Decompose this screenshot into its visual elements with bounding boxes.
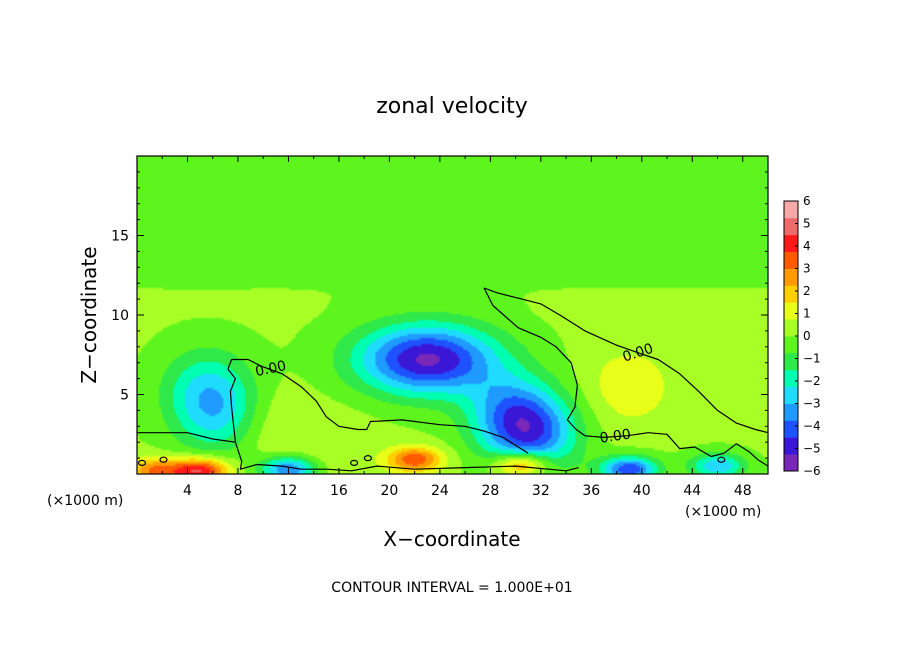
y-tick-label: 5 <box>120 388 129 404</box>
zero-contour-2 <box>227 358 529 454</box>
contour-island <box>717 456 726 463</box>
colorbar-tick-label: 1 <box>803 307 811 321</box>
colorbar-swatch <box>784 217 798 236</box>
x-tick-label: 48 <box>734 483 752 499</box>
colorbar-swatch <box>784 454 798 472</box>
colorbar-swatch <box>784 386 798 404</box>
colorbar-swatch <box>784 336 798 354</box>
x-tick-label: 12 <box>280 483 298 499</box>
colorbar-swatch <box>784 302 798 320</box>
x-unit-right: (×1000 m) <box>685 504 761 520</box>
contour-island <box>363 455 372 462</box>
colorbar-tick-label: −4 <box>803 419 821 433</box>
colorbar-tick-label: −3 <box>803 397 821 411</box>
x-tick-label: 40 <box>633 483 651 499</box>
y-tick-label: 15 <box>111 229 129 245</box>
y-axis-ticks: 5 10 15 <box>111 171 768 459</box>
colorbar-swatch <box>784 403 798 421</box>
colorbar-tick-label: 0 <box>803 329 811 343</box>
zero-contours <box>137 287 769 472</box>
colorbar-swatch <box>784 420 798 438</box>
chart-title: zonal velocity <box>376 94 528 119</box>
x-tick-label: 44 <box>683 483 701 499</box>
x-tick-label: 4 <box>183 483 192 499</box>
colorbar-swatch <box>784 352 798 371</box>
x-tick-label: 16 <box>330 483 348 499</box>
x-tick-label: 28 <box>481 483 499 499</box>
colorbar-swatch <box>784 201 798 219</box>
zero-contour-3 <box>483 287 769 434</box>
y-tick-label: 10 <box>111 308 129 324</box>
x-axis-label: X−coordinate <box>383 527 520 551</box>
x-tick-label: 24 <box>431 483 449 499</box>
colorbar-swatch <box>784 319 798 337</box>
contour-island <box>137 459 147 466</box>
contour-label: 0.00 <box>599 427 632 447</box>
x-unit-left: (×1000 m) <box>47 493 123 509</box>
velocity-field <box>137 156 768 474</box>
x-tick-label: 8 <box>233 483 242 499</box>
colorbar: 6 5 4 3 2 1 0 −1 −2 −3 −4 −5 −6 <box>783 194 821 478</box>
zero-contour-1 <box>137 432 579 472</box>
contour-interval-note: CONTOUR INTERVAL = 1.000E+01 <box>331 580 572 596</box>
colorbar-tick-label: −6 <box>803 464 821 478</box>
contour-island <box>350 459 359 466</box>
colorbar-swatch <box>784 251 798 269</box>
x-tick-label: 36 <box>582 483 600 499</box>
x-tick-label: 20 <box>380 483 398 499</box>
contour-label: 0.00 <box>254 358 288 380</box>
plot-area: 0.000.000.00 <box>136 155 769 475</box>
y-axis-label: Z−coordinate <box>77 246 101 383</box>
colorbar-swatch <box>784 268 798 286</box>
colorbar-swatch <box>784 369 798 388</box>
x-tick-label: 32 <box>532 483 550 499</box>
colorbar-tick-label: 2 <box>803 284 811 298</box>
colorbar-tick-label: −1 <box>803 352 821 366</box>
zero-contour-4 <box>483 287 769 467</box>
colorbar-swatch <box>784 234 798 253</box>
colorbar-tick-label: 4 <box>803 239 811 253</box>
colorbar-swatch <box>784 437 798 455</box>
colorbar-swatch <box>784 285 798 303</box>
colorbar-tick-label: 6 <box>803 194 811 208</box>
x-axis-ticks: 4 8 12 16 20 24 28 32 36 40 44 48 <box>161 156 752 499</box>
colorbar-tick-label: −5 <box>803 442 821 456</box>
contour-island <box>159 456 168 463</box>
colorbar-tick-label: 5 <box>803 217 811 231</box>
colorbar-tick-label: −2 <box>803 374 821 388</box>
colorbar-tick-label: 3 <box>803 262 811 276</box>
